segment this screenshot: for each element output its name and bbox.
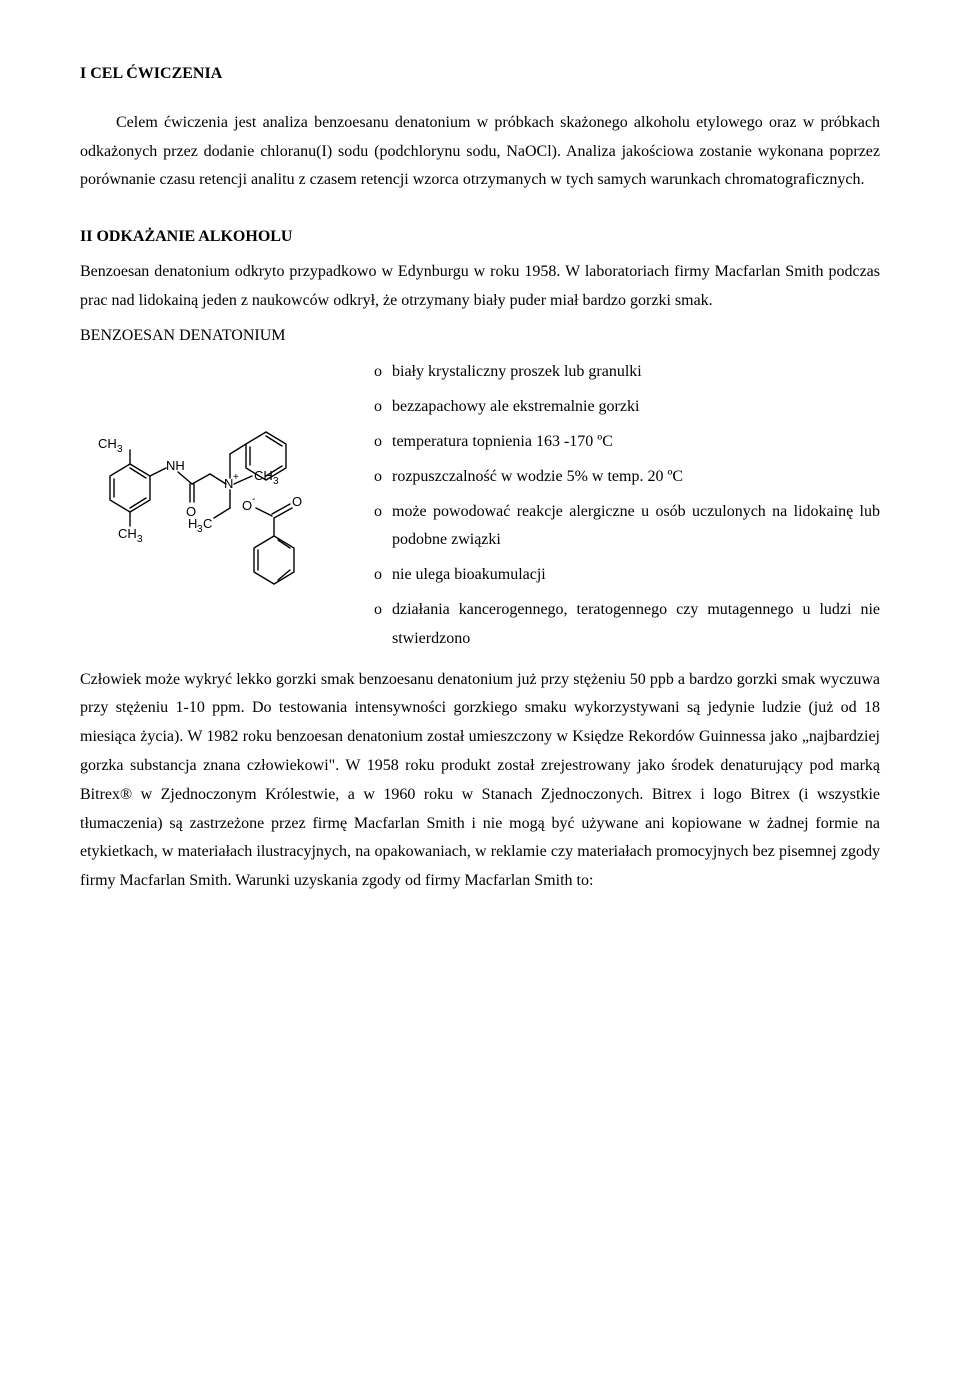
property-item: o biały krystaliczny proszek lub granulk…	[364, 358, 880, 387]
property-text: bezzapachowy ale ekstremalnie gorzki	[392, 393, 880, 422]
svg-text:CH: CH	[254, 468, 273, 483]
property-item: o może powodować reakcje alergiczne u os…	[364, 498, 880, 556]
property-text: rozpuszczalność w wodzie 5% w temp. 20 º…	[392, 463, 880, 492]
bullet-icon: o	[364, 393, 392, 422]
svg-text:+: +	[233, 472, 239, 483]
svg-text:3: 3	[137, 534, 143, 545]
property-item: o działania kancerogennego, teratogenneg…	[364, 596, 880, 654]
molecule-diagram: CH 3 CH 3 NH O N + CH 3 H 3 C O	[80, 376, 340, 647]
svg-text:N: N	[224, 476, 233, 491]
bullet-icon: o	[364, 498, 392, 527]
bullet-icon: o	[364, 463, 392, 492]
bullet-icon: o	[364, 596, 392, 625]
section-2-intro: Benzoesan denatonium odkryto przypadkowo…	[80, 258, 880, 316]
svg-text:C: C	[203, 516, 212, 531]
molecule-labels: CH 3 CH 3 NH O N + CH 3 H 3 C O	[98, 436, 302, 545]
property-item: o rozpuszczalność w wodzie 5% w temp. 20…	[364, 463, 880, 492]
svg-text:CH: CH	[98, 436, 117, 451]
bullet-icon: o	[364, 428, 392, 457]
bullet-icon: o	[364, 561, 392, 590]
svg-text:CH: CH	[118, 526, 137, 541]
svg-text:3: 3	[117, 444, 123, 455]
svg-text:O: O	[292, 494, 302, 509]
property-text: nie ulega bioakumulacji	[392, 561, 880, 590]
section-2-heading: II ODKAŻANIE ALKOHOLU	[80, 223, 880, 252]
benzoesan-subheading: BENZOESAN DENATONIUM	[80, 322, 880, 351]
section-1-paragraph: Celem ćwiczenia jest analiza benzoesanu …	[80, 109, 880, 195]
bullet-icon: o	[364, 358, 392, 387]
property-item: o nie ulega bioakumulacji	[364, 561, 880, 590]
svg-text:NH: NH	[166, 458, 185, 473]
benzoesan-row: CH 3 CH 3 NH O N + CH 3 H 3 C O	[80, 358, 880, 659]
svg-text:3: 3	[273, 476, 279, 487]
property-text: działania kancerogennego, teratogennego …	[392, 596, 880, 654]
property-text: może powodować reakcje alergiczne u osób…	[392, 498, 880, 556]
svg-text:-: -	[252, 494, 255, 505]
property-item: o temperatura topnienia 163 -170 ºC	[364, 428, 880, 457]
svg-text:H: H	[188, 516, 197, 531]
properties-list: o biały krystaliczny proszek lub granulk…	[364, 358, 880, 659]
section-1-heading: I CEL ĆWICZENIA	[80, 60, 880, 89]
section-2-conclusion: Człowiek może wykryć lekko gorzki smak b…	[80, 666, 880, 896]
property-text: biały krystaliczny proszek lub granulki	[392, 358, 880, 387]
property-text: temperatura topnienia 163 -170 ºC	[392, 428, 880, 457]
svg-text:O: O	[242, 498, 252, 513]
section-1-body: Celem ćwiczenia jest analiza benzoesanu …	[80, 109, 880, 195]
property-item: o bezzapachowy ale ekstremalnie gorzki	[364, 393, 880, 422]
molecule-svg-group	[110, 432, 294, 584]
